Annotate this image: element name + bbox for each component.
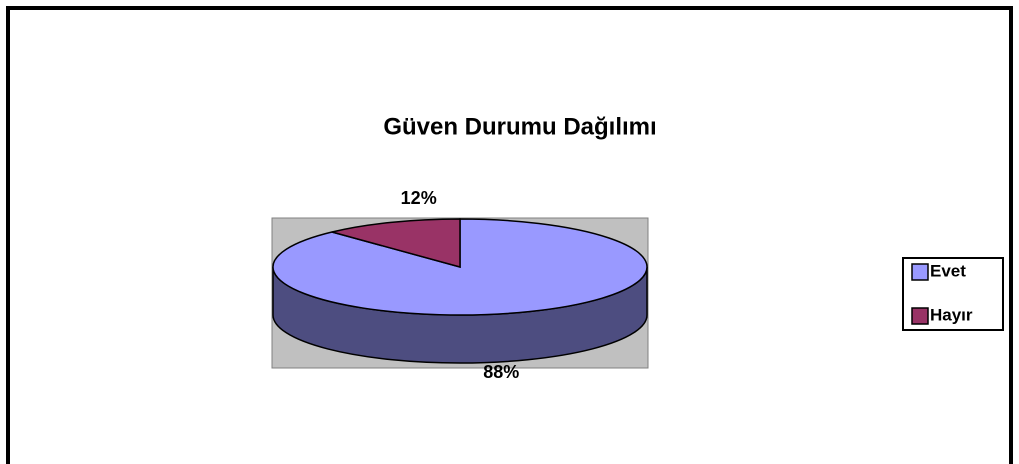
legend-label: Evet [930, 261, 966, 280]
legend-swatch [911, 263, 929, 281]
legend-label: Hayır [930, 305, 973, 324]
chart-title: Güven Durumu Dağılımı [383, 113, 656, 140]
pie-slice [331, 218, 461, 268]
data-label: 12% [401, 188, 437, 208]
legend-swatch [911, 307, 929, 325]
data-label: 88% [483, 362, 519, 382]
chart-border [6, 6, 1013, 464]
